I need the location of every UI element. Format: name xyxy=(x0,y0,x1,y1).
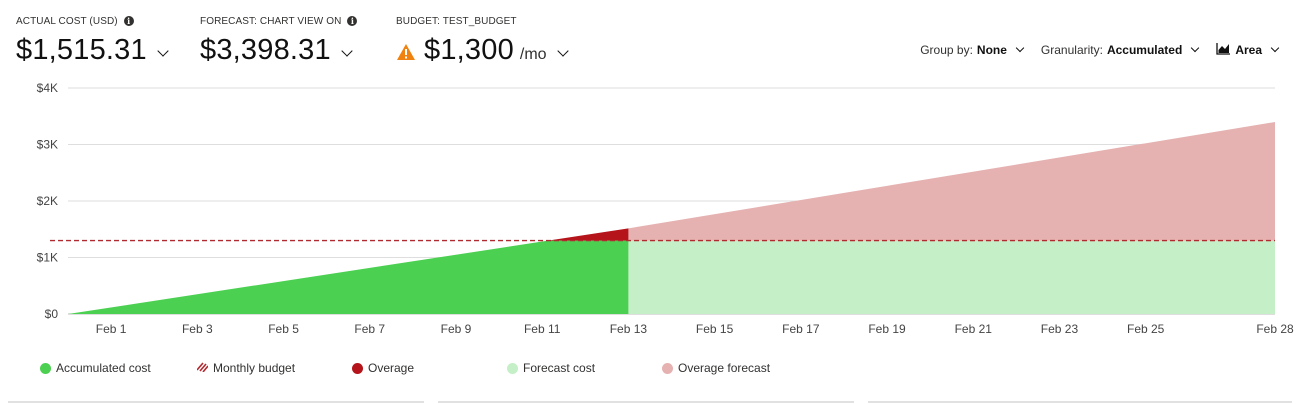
y-tick-label: $1K xyxy=(37,251,58,265)
kpi-forecast-value: $3,398.31 xyxy=(200,34,331,66)
legend-item-accumulated[interactable]: Accumulated cost xyxy=(40,361,151,375)
accumulated-cost-area xyxy=(68,240,629,314)
kpi-actual-value: $1,515.31 xyxy=(16,34,147,66)
legend-label-overage: Overage xyxy=(368,361,415,375)
legend-item-overage-forecast[interactable]: Overage forecast xyxy=(662,361,770,375)
chart-areas xyxy=(68,121,1275,314)
legend-swatch-overage xyxy=(352,362,363,374)
legend-swatch-forecast xyxy=(507,362,518,374)
legend-item-forecast[interactable]: Forecast cost xyxy=(507,361,595,375)
divider xyxy=(8,401,424,403)
x-tick-label: Feb 1 xyxy=(96,322,127,336)
kpi-budget-value: $1,300 xyxy=(424,34,514,66)
chevron-down-icon xyxy=(1015,43,1025,53)
kpi-budget[interactable]: BUDGET: TEST_BUDGET $1,300 /mo xyxy=(396,14,569,67)
group-by-value: None xyxy=(976,43,1007,57)
x-tick-label: Feb 11 xyxy=(524,322,561,336)
x-tick-label: Feb 25 xyxy=(1127,322,1165,336)
chevron-down-icon[interactable] xyxy=(341,45,353,57)
x-tick-label: Feb 5 xyxy=(268,322,299,336)
granularity-dropdown[interactable]: Granularity: Accumulated xyxy=(1040,42,1200,58)
granularity-value: Accumulated xyxy=(1106,43,1183,57)
overage-forecast-area xyxy=(628,121,1275,241)
chevron-down-icon[interactable] xyxy=(556,45,569,57)
divider xyxy=(868,401,1292,403)
x-tick-label: Feb 15 xyxy=(696,322,734,336)
legend-item-budget[interactable]: Monthly budget xyxy=(196,361,296,375)
legend-label-accumulated: Accumulated cost xyxy=(56,361,151,375)
x-tick-label: Feb 19 xyxy=(868,322,906,336)
group-by-dropdown[interactable]: Group by: None xyxy=(920,42,1025,58)
legend-item-overage[interactable]: Overage xyxy=(352,361,414,375)
info-icon[interactable]: i xyxy=(347,16,358,26)
kpi-budget-label: BUDGET: TEST_BUDGET xyxy=(396,15,517,27)
chart-type-dropdown[interactable]: Area xyxy=(1216,42,1280,58)
x-tick-label: Feb 17 xyxy=(782,322,820,336)
chart-controls: Group by: None Granularity: Accumulated … xyxy=(920,42,1280,58)
legend-label-overage-forecast: Overage forecast xyxy=(678,361,771,375)
legend-swatch-accumulated xyxy=(40,362,51,374)
kpi-forecast[interactable]: FORECAST: CHART VIEW ON i $3,398.31 xyxy=(200,14,358,67)
legend-label-budget: Monthly budget xyxy=(213,361,296,375)
chevron-down-icon xyxy=(1270,43,1280,53)
cost-area-chart[interactable]: $0 $1K $2K $3K $4K Feb 1 Feb 3 Feb 5 Feb 7 Feb 9… xyxy=(0,72,1300,344)
chevron-down-icon[interactable] xyxy=(157,45,169,57)
x-tick-label: Feb 3 xyxy=(182,322,213,336)
y-tick-label: $0 xyxy=(45,307,59,321)
forecast-cost-area xyxy=(628,240,1275,314)
chart-type-value: Area xyxy=(1235,43,1262,57)
legend-label-forecast: Forecast cost xyxy=(523,361,596,375)
divider xyxy=(438,401,854,403)
x-tick-label: Feb 9 xyxy=(441,322,472,336)
y-axis: $0 $1K $2K $3K $4K xyxy=(37,81,59,321)
group-by-label: Group by: xyxy=(920,43,973,57)
info-icon[interactable]: i xyxy=(123,16,134,26)
y-tick-label: $4K xyxy=(37,81,58,95)
x-tick-label: Feb 13 xyxy=(610,322,648,336)
kpi-actual-label: ACTUAL COST (USD) xyxy=(16,15,118,27)
overage-area xyxy=(548,228,629,241)
x-tick-label: Feb 7 xyxy=(354,322,385,336)
x-tick-label: Feb 23 xyxy=(1041,322,1079,336)
warning-icon xyxy=(396,43,416,66)
kpi-budget-unit: /mo xyxy=(519,46,547,63)
granularity-label: Granularity: xyxy=(1040,43,1103,57)
x-axis: Feb 1 Feb 3 Feb 5 Feb 7 Feb 9 Feb 11 Feb 13 Feb… xyxy=(96,322,1294,336)
x-tick-label: Feb 21 xyxy=(955,322,993,336)
y-tick-label: $2K xyxy=(37,194,58,208)
area-chart-icon xyxy=(1216,42,1231,58)
legend-swatch-overage-forecast xyxy=(662,362,673,374)
kpi-forecast-label: FORECAST: CHART VIEW ON xyxy=(200,15,342,27)
hatch-swatch-icon xyxy=(196,361,209,375)
y-tick-label: $3K xyxy=(37,138,58,152)
kpi-actual-cost[interactable]: ACTUAL COST (USD) i $1,515.31 xyxy=(16,14,169,67)
x-tick-label: Feb 28 xyxy=(1256,322,1294,336)
chevron-down-icon xyxy=(1191,43,1200,53)
